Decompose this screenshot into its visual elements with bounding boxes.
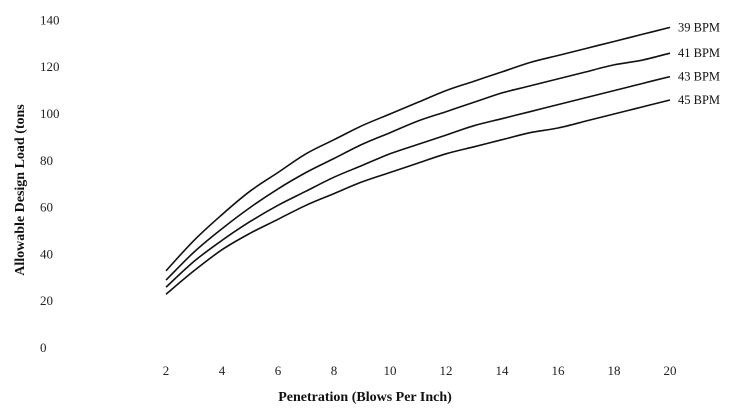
- x-tick-label: 10: [384, 363, 397, 378]
- y-tick-label: 140: [40, 12, 60, 27]
- series-label: 45 BPM: [678, 93, 720, 107]
- series-line-39-bpm: [166, 27, 670, 270]
- x-tick-label: 12: [440, 363, 453, 378]
- series-label: 39 BPM: [678, 20, 720, 34]
- x-tick-label: 8: [331, 363, 338, 378]
- y-axis-ticks: 0 20 40 60 80 100 120 140: [40, 12, 60, 355]
- series-label: 41 BPM: [678, 46, 720, 60]
- x-tick-label: 4: [219, 363, 226, 378]
- series-line-43-bpm: [166, 77, 670, 288]
- y-axis-label: Allowable Design Load (tons: [13, 104, 28, 276]
- y-tick-label: 100: [40, 106, 60, 121]
- series-label: 43 BPM: [678, 70, 720, 84]
- x-tick-label: 6: [275, 363, 282, 378]
- series-line-41-bpm: [166, 53, 670, 280]
- x-tick-label: 16: [552, 363, 566, 378]
- x-tick-label: 20: [664, 363, 677, 378]
- y-tick-label: 60: [40, 200, 53, 215]
- x-axis-label: Penetration (Blows Per Inch): [278, 390, 452, 405]
- y-tick-label: 120: [40, 59, 60, 74]
- x-tick-label: 2: [163, 363, 170, 378]
- y-tick-label: 0: [40, 340, 47, 355]
- y-tick-label: 40: [40, 246, 53, 261]
- series-labels: 39 BPM 41 BPM 43 BPM 45 BPM: [678, 20, 720, 107]
- x-axis-ticks: 2 4 6 8 10 12 14 16 18 20: [163, 363, 677, 378]
- x-tick-label: 14: [496, 363, 510, 378]
- y-tick-label: 80: [40, 153, 53, 168]
- x-tick-label: 18: [608, 363, 621, 378]
- plot-area: [166, 27, 670, 294]
- y-tick-label: 20: [40, 293, 53, 308]
